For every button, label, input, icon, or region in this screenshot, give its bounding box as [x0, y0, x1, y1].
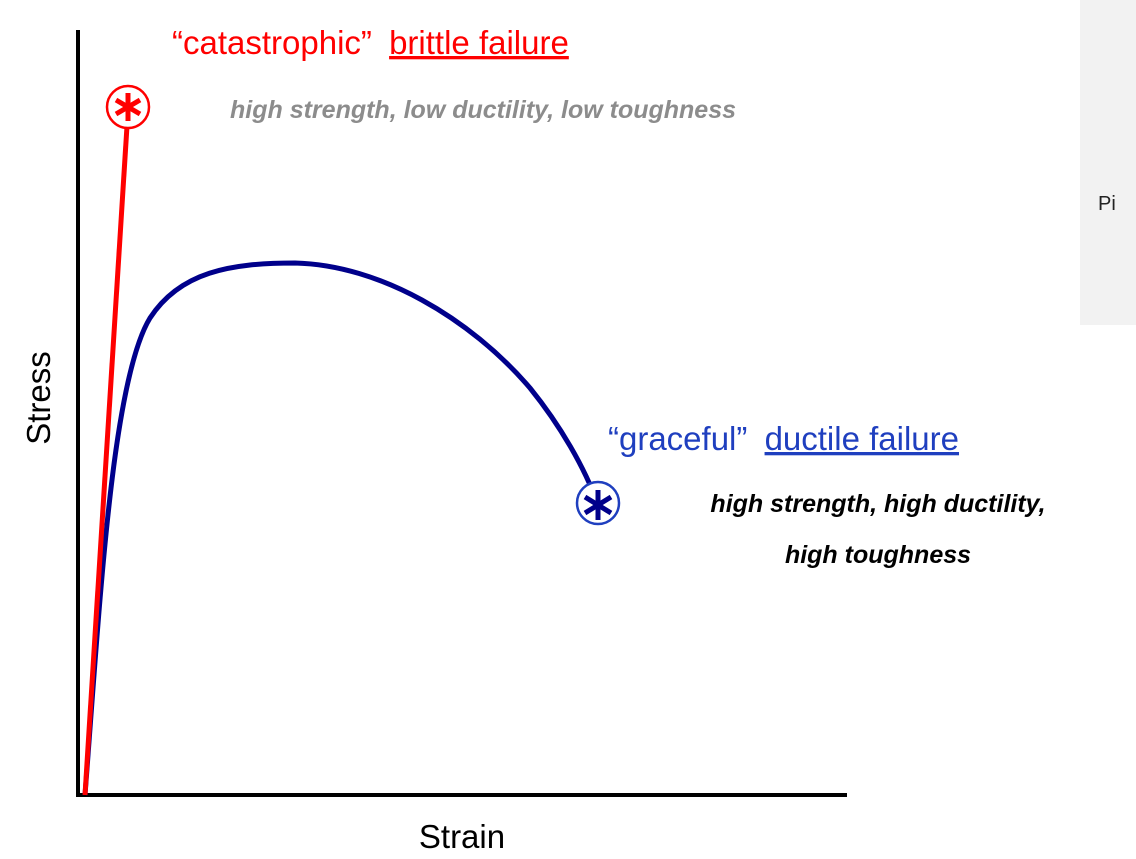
diagram: Pi Stress Strain “catastrophic” brittle … [0, 0, 1136, 859]
brittle-title: “catastrophic” brittle failure [172, 24, 569, 61]
ductile-curve [85, 263, 598, 795]
ductile-failure-marker [577, 482, 619, 524]
y-axis-label: Stress [20, 351, 57, 445]
x-axis-label: Strain [419, 818, 505, 855]
brittle-note: high strength, low ductility, low toughn… [230, 96, 736, 124]
brittle-curve [85, 110, 128, 795]
ductile-title: “graceful” ductile failure [608, 420, 959, 457]
brittle-failure-marker [107, 86, 149, 128]
ductile-note-line: high strength, high ductility, [710, 490, 1045, 518]
ductile-failure: ductile failure [765, 420, 959, 457]
side-panel-text: Pi [1098, 193, 1116, 215]
side-panel [1080, 0, 1136, 325]
brittle-label: “catastrophic” [172, 24, 372, 61]
ductile-label: “graceful” [608, 420, 747, 457]
ductile-note-line: high toughness [785, 541, 971, 569]
brittle-failure: brittle failure [389, 24, 569, 61]
